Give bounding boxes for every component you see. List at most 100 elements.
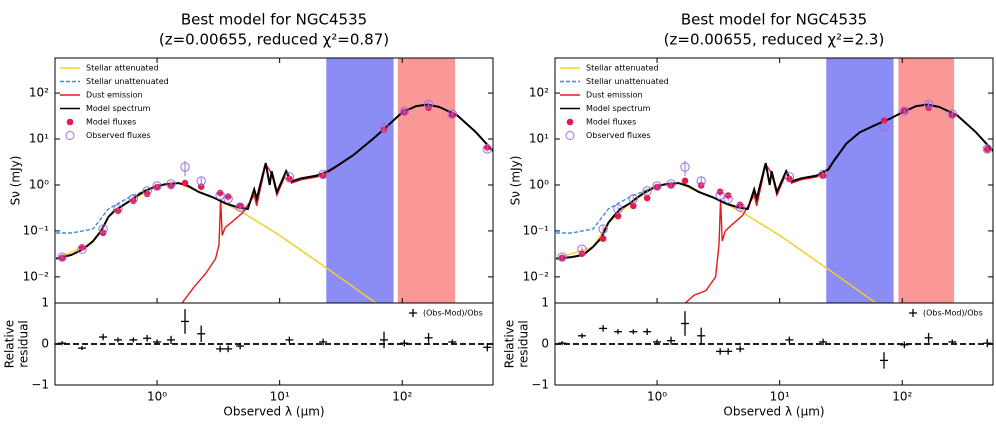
observed-flux — [284, 172, 295, 182]
observed-flux — [715, 190, 725, 200]
model-flux — [181, 179, 189, 187]
y-tick-label: 1 — [541, 296, 549, 310]
legend-label: Model spectrum — [586, 104, 651, 113]
observed-flux — [166, 179, 176, 189]
legend-label: (Obs-Mod)/Obs — [423, 309, 483, 318]
observed-flux — [577, 244, 587, 254]
chart-subtitle: (z=0.00655, reduced χ²=0.87) — [159, 31, 389, 49]
y-tick-label: 0 — [41, 337, 49, 351]
legend-label: Model spectrum — [86, 104, 151, 113]
observed-flux — [318, 169, 328, 180]
model-flux — [614, 212, 622, 220]
observed-flux — [77, 244, 87, 254]
observed-flux — [923, 99, 934, 109]
chart-title: Best model for NGC4535 — [181, 11, 367, 29]
residual-y-label: residual — [17, 320, 31, 368]
observed-flux — [818, 169, 828, 180]
observed-flux — [947, 109, 957, 119]
band — [397, 58, 456, 303]
y-tick-label: −1 — [31, 378, 49, 392]
legend-swatch — [65, 131, 75, 140]
observed-flux — [723, 194, 733, 204]
x-tick-label: 10¹ — [770, 390, 790, 404]
observed-flux — [642, 186, 652, 196]
band — [326, 58, 394, 303]
model-flux — [630, 202, 637, 210]
residual-y-label: Relative — [3, 320, 17, 368]
observed-flux — [666, 179, 676, 189]
sed-line — [55, 103, 493, 260]
observed-flux — [879, 122, 889, 132]
observed-flux — [598, 224, 608, 234]
model-flux — [681, 177, 689, 185]
observed-flux — [628, 194, 639, 204]
y-axis-label: Sν (mJy) — [9, 156, 23, 206]
observed-flux — [696, 176, 706, 186]
y-tick-label: 10⁻¹ — [23, 223, 50, 237]
legend-label: Stellar attenuated — [586, 64, 659, 73]
y-tick-label: 0 — [541, 337, 549, 351]
observed-flux — [447, 109, 457, 119]
chart-subtitle: (z=0.00655, reduced χ²=2.3) — [664, 31, 885, 49]
observed-flux — [57, 252, 67, 262]
observed-flux — [613, 204, 623, 214]
x-tick-label: 10⁰ — [147, 390, 167, 404]
observed-flux — [680, 162, 690, 172]
legend-swatch — [566, 118, 574, 126]
band — [898, 58, 955, 303]
plot-area — [555, 58, 993, 303]
y-tick-label: 10⁰ — [529, 177, 549, 191]
legend-label: Stellar unattenuated — [86, 77, 169, 86]
y-tick-label: 10⁰ — [29, 177, 49, 191]
legend-label: Observed fluxes — [586, 131, 651, 140]
observed-flux — [196, 176, 206, 186]
x-axis-label: Observed λ (μm) — [223, 405, 324, 419]
observed-flux — [235, 202, 245, 212]
observed-flux — [423, 99, 434, 109]
model-flux — [643, 194, 651, 202]
observed-flux — [482, 144, 492, 154]
observed-flux — [128, 194, 139, 204]
band — [826, 58, 894, 303]
observed-flux — [899, 106, 910, 117]
x-tick-label: 10¹ — [270, 390, 290, 404]
observed-flux — [652, 181, 662, 191]
y-tick-label: 10⁻² — [523, 269, 550, 283]
observed-flux — [142, 186, 152, 196]
legend-label: Model fluxes — [86, 118, 136, 127]
observed-flux — [180, 162, 190, 172]
residual-y-label: residual — [517, 320, 531, 368]
observed-flux — [982, 144, 992, 154]
y-tick-label: 10² — [529, 86, 549, 100]
legend-label: Model fluxes — [586, 118, 636, 127]
observed-flux — [557, 252, 567, 262]
x-tick-label: 10² — [392, 390, 412, 404]
observed-flux — [379, 122, 389, 132]
residual-y-label: Relative — [503, 320, 517, 368]
observed-flux — [784, 172, 795, 182]
y-tick-label: 10¹ — [29, 132, 49, 146]
y-tick-label: 10⁻² — [23, 269, 50, 283]
legend-label: Stellar unattenuated — [586, 77, 669, 86]
observed-flux — [399, 106, 410, 117]
legend-swatch — [409, 309, 417, 317]
y-tick-label: 10⁻¹ — [523, 223, 550, 237]
x-axis-label: Observed λ (μm) — [723, 405, 824, 419]
observed-flux — [735, 202, 745, 212]
observed-flux — [98, 224, 108, 234]
y-tick-label: 10¹ — [529, 132, 549, 146]
observed-flux — [215, 190, 225, 200]
model-flux — [599, 235, 607, 242]
observed-flux — [113, 204, 123, 214]
x-tick-label: 10² — [892, 390, 912, 404]
legend-label: Dust emission — [86, 91, 143, 100]
legend-label: (Obs-Mod)/Obs — [923, 309, 983, 318]
legend-label: Dust emission — [586, 91, 643, 100]
observed-flux — [152, 181, 162, 191]
legend-label: Stellar attenuated — [86, 64, 159, 73]
legend-swatch — [909, 309, 917, 317]
y-tick-label: 10² — [29, 86, 49, 100]
legend-label: Observed fluxes — [86, 131, 151, 140]
y-tick-label: −1 — [531, 378, 549, 392]
legend-swatch — [565, 131, 575, 140]
